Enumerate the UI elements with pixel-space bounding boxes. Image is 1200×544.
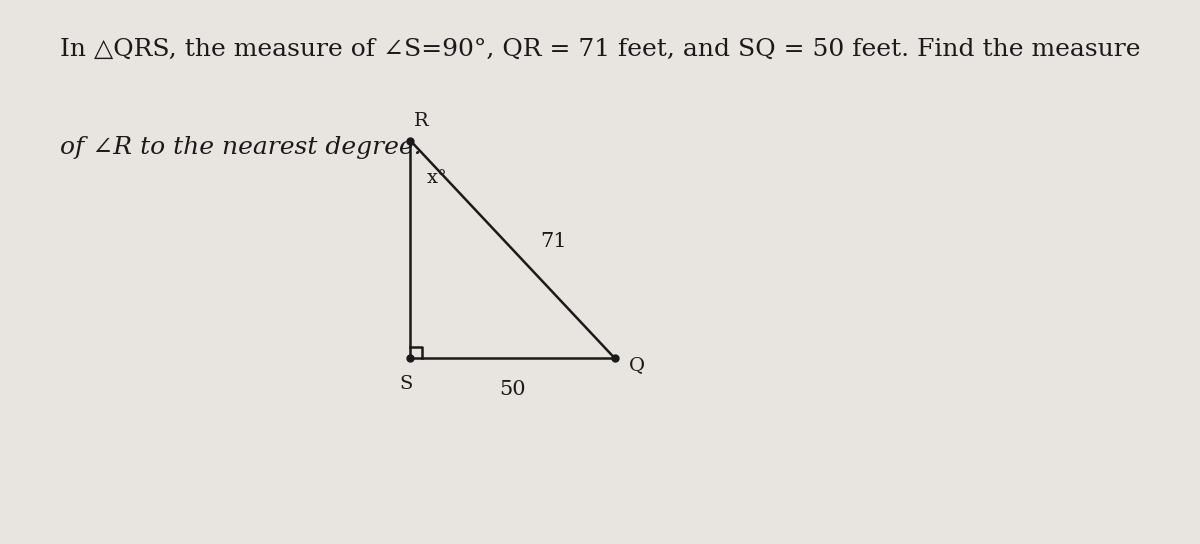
Text: 50: 50 — [499, 380, 526, 399]
Text: S: S — [400, 375, 413, 393]
Text: In △QRS, the measure of ∠S=90°, QR = 71 feet, and SQ = 50 feet. Find the measure: In △QRS, the measure of ∠S=90°, QR = 71 … — [60, 38, 1140, 61]
Text: Q: Q — [629, 356, 646, 374]
Text: of ∠R to the nearest degree.: of ∠R to the nearest degree. — [60, 136, 421, 159]
Text: 71: 71 — [541, 232, 568, 251]
Text: x°: x° — [427, 169, 448, 187]
Text: R: R — [414, 112, 428, 130]
